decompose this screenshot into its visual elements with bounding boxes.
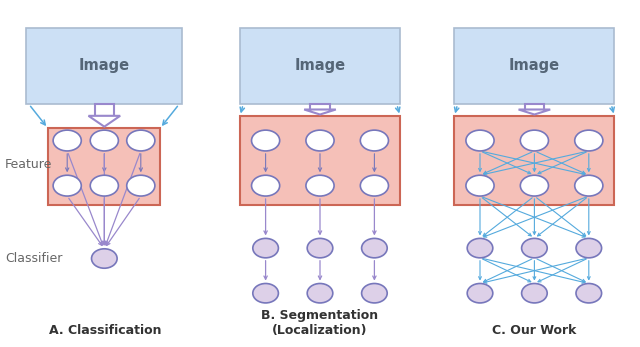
Bar	[95, 104, 114, 116]
Ellipse shape	[307, 238, 333, 258]
Ellipse shape	[575, 175, 603, 196]
Text: Image: Image	[509, 58, 560, 74]
Ellipse shape	[467, 238, 493, 258]
Ellipse shape	[53, 175, 81, 196]
Text: C. Our Work: C. Our Work	[492, 324, 577, 337]
Ellipse shape	[576, 283, 602, 303]
Polygon shape	[304, 110, 336, 115]
Bar	[240, 28, 400, 104]
Ellipse shape	[360, 130, 388, 151]
Ellipse shape	[362, 283, 387, 303]
Ellipse shape	[467, 283, 493, 303]
Bar	[454, 28, 614, 104]
Ellipse shape	[466, 175, 494, 196]
Text: Image: Image	[294, 58, 346, 74]
Ellipse shape	[306, 175, 334, 196]
Ellipse shape	[252, 130, 280, 151]
Text: Feature: Feature	[5, 158, 52, 171]
Bar	[454, 116, 614, 205]
Ellipse shape	[576, 238, 602, 258]
Text: Image: Image	[79, 58, 129, 74]
Polygon shape	[88, 116, 120, 127]
Ellipse shape	[520, 175, 548, 196]
Ellipse shape	[253, 283, 278, 303]
Bar	[26, 28, 182, 104]
Ellipse shape	[362, 238, 387, 258]
Ellipse shape	[252, 175, 280, 196]
Ellipse shape	[307, 283, 333, 303]
Ellipse shape	[90, 175, 118, 196]
Ellipse shape	[253, 238, 278, 258]
Text: B. Segmentation
(Localization): B. Segmentation (Localization)	[261, 308, 379, 337]
Bar	[310, 104, 330, 110]
Ellipse shape	[127, 130, 155, 151]
Ellipse shape	[90, 130, 118, 151]
Bar	[525, 104, 544, 110]
Bar	[240, 116, 400, 205]
Ellipse shape	[520, 130, 548, 151]
Text: A. Classification: A. Classification	[49, 324, 162, 337]
Ellipse shape	[92, 249, 117, 268]
Polygon shape	[518, 110, 550, 115]
Text: Classifier: Classifier	[5, 252, 63, 265]
Ellipse shape	[53, 130, 81, 151]
Ellipse shape	[466, 130, 494, 151]
Ellipse shape	[575, 130, 603, 151]
Ellipse shape	[127, 175, 155, 196]
Ellipse shape	[360, 175, 388, 196]
Ellipse shape	[522, 283, 547, 303]
Ellipse shape	[522, 238, 547, 258]
Ellipse shape	[306, 130, 334, 151]
Bar	[48, 128, 160, 205]
